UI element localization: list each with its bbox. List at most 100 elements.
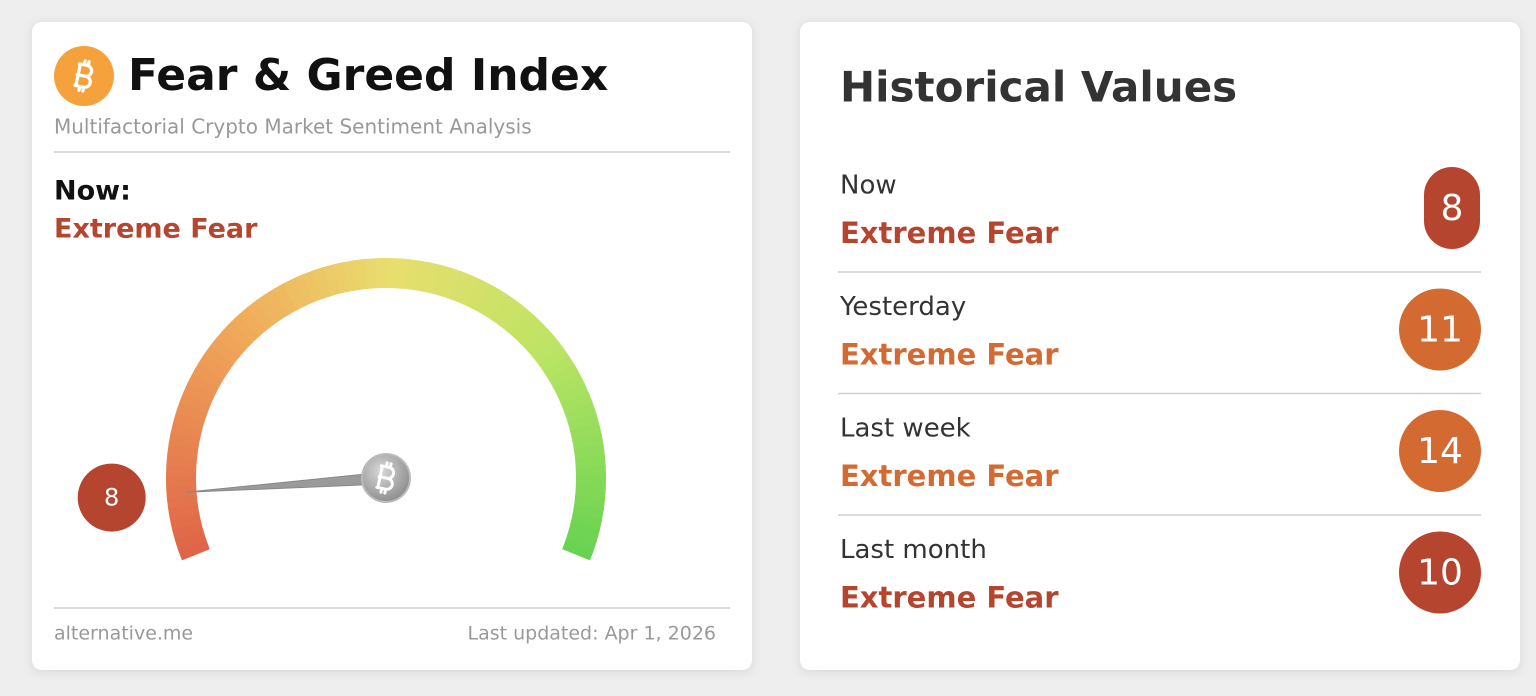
gauge-arc-segment	[404, 259, 420, 291]
history-label: Last month	[840, 535, 987, 565]
gauge-arc-segment	[175, 401, 208, 422]
gauge-arc-segment	[567, 412, 600, 433]
gauge-arc-segment	[364, 258, 379, 289]
gauge-arc-segment	[282, 278, 307, 311]
history-title: Historical Values	[840, 63, 1237, 112]
gauge-arc-segment	[167, 502, 200, 520]
history-value-badge	[1399, 531, 1481, 614]
gauge-arc-segment	[169, 512, 202, 530]
gauge-arc-segment	[209, 336, 241, 365]
gauge-arc-segment	[553, 373, 586, 398]
history-value-badge	[1399, 288, 1481, 371]
gauge-title: Fear & Greed Index	[128, 50, 608, 101]
gauge-arc-segment	[255, 293, 283, 326]
gauge-arc-segment	[273, 282, 299, 315]
bitcoin-logo	[54, 46, 114, 106]
gauge-arc-segment	[519, 321, 550, 351]
gauge-arc-segment	[422, 262, 441, 295]
gauge-arc-segment	[573, 444, 605, 460]
gauge-arc-segment	[466, 278, 491, 311]
history-value-badge	[1399, 410, 1481, 492]
gauge-arc-segment	[171, 521, 204, 541]
history-classification: Extreme Fear	[840, 459, 1059, 493]
gauge-arc-segment	[223, 320, 254, 350]
gauge-arc-segment	[513, 314, 543, 345]
gauge-arc-segment	[564, 531, 598, 552]
gauge-arc-segment	[192, 362, 225, 388]
gauge-arc-segment	[562, 540, 594, 561]
gauge-arc-segment	[573, 495, 606, 511]
gauge-arc-segment	[548, 364, 581, 389]
history-list: Now Extreme Fear 8 Yesterday Extreme Fear 11 L…	[838, 167, 1481, 615]
gauge-arc-segment	[203, 344, 235, 372]
source-link[interactable]: alternative.me	[54, 623, 193, 645]
gauge-arc-segment	[564, 402, 597, 424]
gauge-arc-segment	[458, 274, 482, 307]
gauge-arc-segment	[197, 353, 230, 380]
history-classification: Extreme Fear	[840, 216, 1059, 250]
now-label: Now:	[54, 176, 131, 207]
gauge-arc-segment	[572, 504, 604, 521]
gauge-arc-segment	[572, 433, 604, 451]
gauge-arc-segment	[292, 273, 315, 307]
gauge-arc-segment	[264, 288, 290, 320]
gauge-arc-segment	[246, 299, 275, 331]
history-classification: Extreme Fear	[840, 338, 1059, 372]
gauge-arc-segment	[506, 307, 535, 338]
gauge-arc-segment	[166, 453, 198, 468]
gauge-arc-segment	[543, 354, 576, 381]
needle-hub-icon	[375, 461, 396, 495]
gauge-arc-segment	[230, 313, 260, 344]
gauge-card	[32, 22, 752, 670]
gauge-arc-segment	[526, 329, 557, 359]
gauge-arc-segment	[498, 300, 527, 332]
gauge-arc-segment	[332, 261, 351, 294]
gauge: 8	[77, 258, 607, 561]
gauge-arc-segment	[475, 283, 501, 316]
gauge-arc-segment	[575, 485, 606, 500]
gauge-arc-segment	[216, 328, 247, 357]
now-classification: Extreme Fear	[54, 214, 258, 245]
gauge-arc-segment	[167, 442, 199, 459]
history-card	[800, 22, 1520, 670]
gauge-arc-segment	[353, 258, 369, 291]
gauge-arc-segment	[491, 294, 518, 326]
gauge-arc-segment	[395, 258, 410, 290]
gauge-arc-segment	[567, 522, 600, 542]
gauge-arc-segment	[177, 539, 210, 561]
gauge-arc-segment	[168, 432, 201, 450]
history-label: Now	[840, 171, 897, 201]
gauge-arc-segment	[343, 260, 360, 292]
gauge-arc-segment	[431, 264, 452, 297]
history-value: 14	[1417, 431, 1463, 472]
gauge-arc-segment	[483, 289, 510, 321]
gauge-arc-segment	[449, 270, 472, 303]
gauge-value-badge	[77, 463, 146, 532]
gauge-arc-segment	[322, 264, 342, 297]
history-label: Last week	[840, 414, 971, 444]
gauge-arc-segment	[440, 267, 462, 300]
gauge-arc-segment	[570, 513, 603, 532]
gauge-arc-segment	[413, 260, 431, 292]
gauge-arc-segment	[532, 337, 564, 366]
gauge-arc-segment	[174, 530, 207, 551]
history-value: 8	[1441, 188, 1464, 229]
history-value: 10	[1417, 553, 1463, 594]
gauge-arc-segment	[557, 382, 590, 406]
gauge-arc-segment	[166, 484, 197, 498]
gauge-arc-segment	[166, 493, 198, 509]
history-value: 11	[1417, 310, 1463, 351]
gauge-subtitle: Multifactorial Crypto Market Sentiment A…	[54, 115, 532, 139]
gauge-arc-segment	[183, 381, 216, 405]
gauge-value: 8	[104, 484, 119, 512]
history-value-badge	[1424, 167, 1480, 249]
gauge-arc-segment	[538, 346, 570, 373]
gauge-arc-segment	[170, 421, 203, 440]
gauge-arc-segment	[570, 423, 602, 442]
last-updated: Last updated: Apr 1, 2026	[468, 623, 717, 645]
gauge-arc-segment	[574, 455, 606, 469]
gauge-arc-segment	[179, 391, 212, 414]
history-label: Yesterday	[839, 292, 966, 322]
